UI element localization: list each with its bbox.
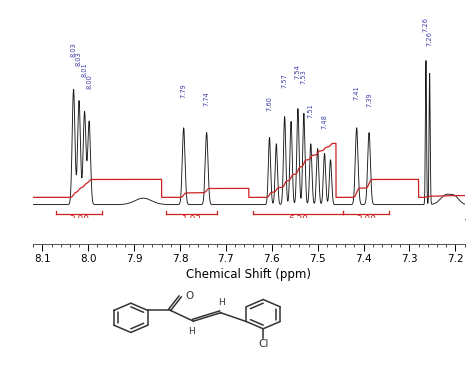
Text: 7.39: 7.39 <box>366 93 372 108</box>
Text: 7.57: 7.57 <box>282 73 288 88</box>
Text: 8.00: 8.00 <box>86 75 92 90</box>
Text: 7.79: 7.79 <box>181 84 187 99</box>
Text: Cl: Cl <box>258 339 268 349</box>
Text: 8.01: 8.01 <box>81 62 87 77</box>
Text: 7.26: 7.26 <box>427 31 433 46</box>
Text: 7.54: 7.54 <box>295 64 301 79</box>
Text: 7.60: 7.60 <box>266 96 273 111</box>
Text: 7.26: 7.26 <box>423 17 429 32</box>
Text: O: O <box>185 291 193 301</box>
Text: 7.48: 7.48 <box>321 114 328 129</box>
X-axis label: Chemical Shift (ppm): Chemical Shift (ppm) <box>186 268 311 281</box>
Text: 2.00: 2.00 <box>69 215 89 224</box>
Text: 7.51: 7.51 <box>308 104 314 118</box>
Text: 1.02: 1.02 <box>182 215 201 224</box>
Text: H: H <box>188 327 195 336</box>
Text: 2.00: 2.00 <box>356 215 376 224</box>
Text: 7.41: 7.41 <box>354 86 360 100</box>
Text: 8.03: 8.03 <box>76 51 82 66</box>
Text: 7.53: 7.53 <box>301 69 307 84</box>
Text: 8.03: 8.03 <box>70 42 76 57</box>
Text: 7.74: 7.74 <box>204 91 210 106</box>
Text: 6.29: 6.29 <box>288 215 308 224</box>
Text: H: H <box>219 298 225 307</box>
